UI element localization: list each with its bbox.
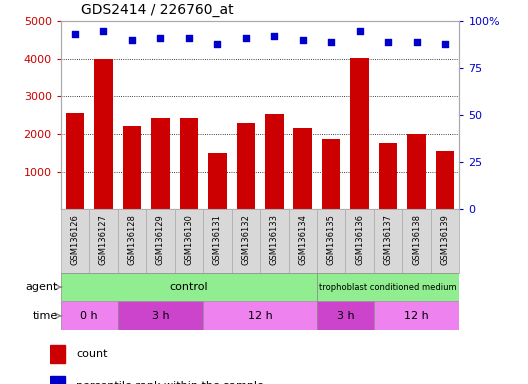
Point	[355, 28, 364, 34]
Bar	[436, 151, 455, 209]
Bar	[317, 209, 345, 273]
Bar	[89, 209, 118, 273]
Bar	[203, 209, 232, 273]
Text: trophoblast conditioned medium: trophoblast conditioned medium	[319, 283, 457, 291]
Text: percentile rank within the sample: percentile rank within the sample	[76, 381, 264, 384]
Point	[412, 39, 421, 45]
Text: 3 h: 3 h	[152, 311, 169, 321]
Bar	[317, 301, 374, 330]
Text: GDS2414 / 226760_at: GDS2414 / 226760_at	[81, 3, 233, 17]
Bar	[208, 153, 227, 209]
Point	[384, 39, 392, 45]
Bar	[374, 301, 459, 330]
Point	[441, 41, 449, 47]
Text: 3 h: 3 h	[337, 311, 354, 321]
Bar	[317, 273, 459, 301]
Text: GSM136132: GSM136132	[241, 214, 250, 265]
Bar	[151, 118, 169, 209]
Text: GSM136127: GSM136127	[99, 214, 108, 265]
Text: control: control	[169, 282, 208, 292]
Point	[128, 37, 136, 43]
Text: 12 h: 12 h	[248, 311, 272, 321]
Bar	[61, 209, 89, 273]
Bar	[50, 345, 65, 363]
Point	[71, 31, 79, 37]
Bar	[65, 113, 84, 209]
Text: GSM136133: GSM136133	[270, 214, 279, 265]
Text: GSM136130: GSM136130	[184, 214, 193, 265]
Bar	[288, 209, 317, 273]
Bar	[180, 118, 198, 209]
Text: count: count	[76, 349, 108, 359]
Bar	[408, 134, 426, 209]
Bar	[61, 301, 118, 330]
Text: GSM136128: GSM136128	[127, 214, 136, 265]
Bar	[237, 124, 255, 209]
Point	[298, 37, 307, 43]
Bar	[232, 209, 260, 273]
Bar	[118, 301, 203, 330]
Bar	[50, 376, 65, 384]
Text: agent: agent	[26, 282, 58, 292]
Point	[213, 41, 222, 47]
Bar	[122, 126, 141, 209]
Text: GSM136138: GSM136138	[412, 214, 421, 265]
Bar	[431, 209, 459, 273]
Bar	[294, 128, 312, 209]
Bar	[146, 209, 175, 273]
Text: GSM136134: GSM136134	[298, 214, 307, 265]
Point	[270, 33, 278, 39]
Point	[242, 35, 250, 41]
Bar	[118, 209, 146, 273]
Bar	[374, 209, 402, 273]
Text: GSM136129: GSM136129	[156, 214, 165, 265]
Text: GSM136131: GSM136131	[213, 214, 222, 265]
Bar	[175, 209, 203, 273]
Bar	[322, 139, 341, 209]
Text: 0 h: 0 h	[80, 311, 98, 321]
Text: GSM136139: GSM136139	[441, 214, 450, 265]
Bar	[345, 209, 374, 273]
Text: 12 h: 12 h	[404, 311, 429, 321]
Text: time: time	[33, 311, 58, 321]
Bar	[94, 59, 112, 209]
Bar	[351, 58, 369, 209]
Text: GSM136136: GSM136136	[355, 214, 364, 265]
Point	[99, 28, 108, 34]
Bar	[402, 209, 431, 273]
Bar	[379, 143, 398, 209]
Bar	[203, 301, 317, 330]
Point	[156, 35, 165, 41]
Point	[327, 39, 335, 45]
Bar	[61, 273, 317, 301]
Text: GSM136137: GSM136137	[384, 214, 393, 265]
Text: GSM136135: GSM136135	[327, 214, 336, 265]
Bar	[265, 114, 284, 209]
Text: GSM136126: GSM136126	[70, 214, 79, 265]
Point	[185, 35, 193, 41]
Bar	[260, 209, 288, 273]
